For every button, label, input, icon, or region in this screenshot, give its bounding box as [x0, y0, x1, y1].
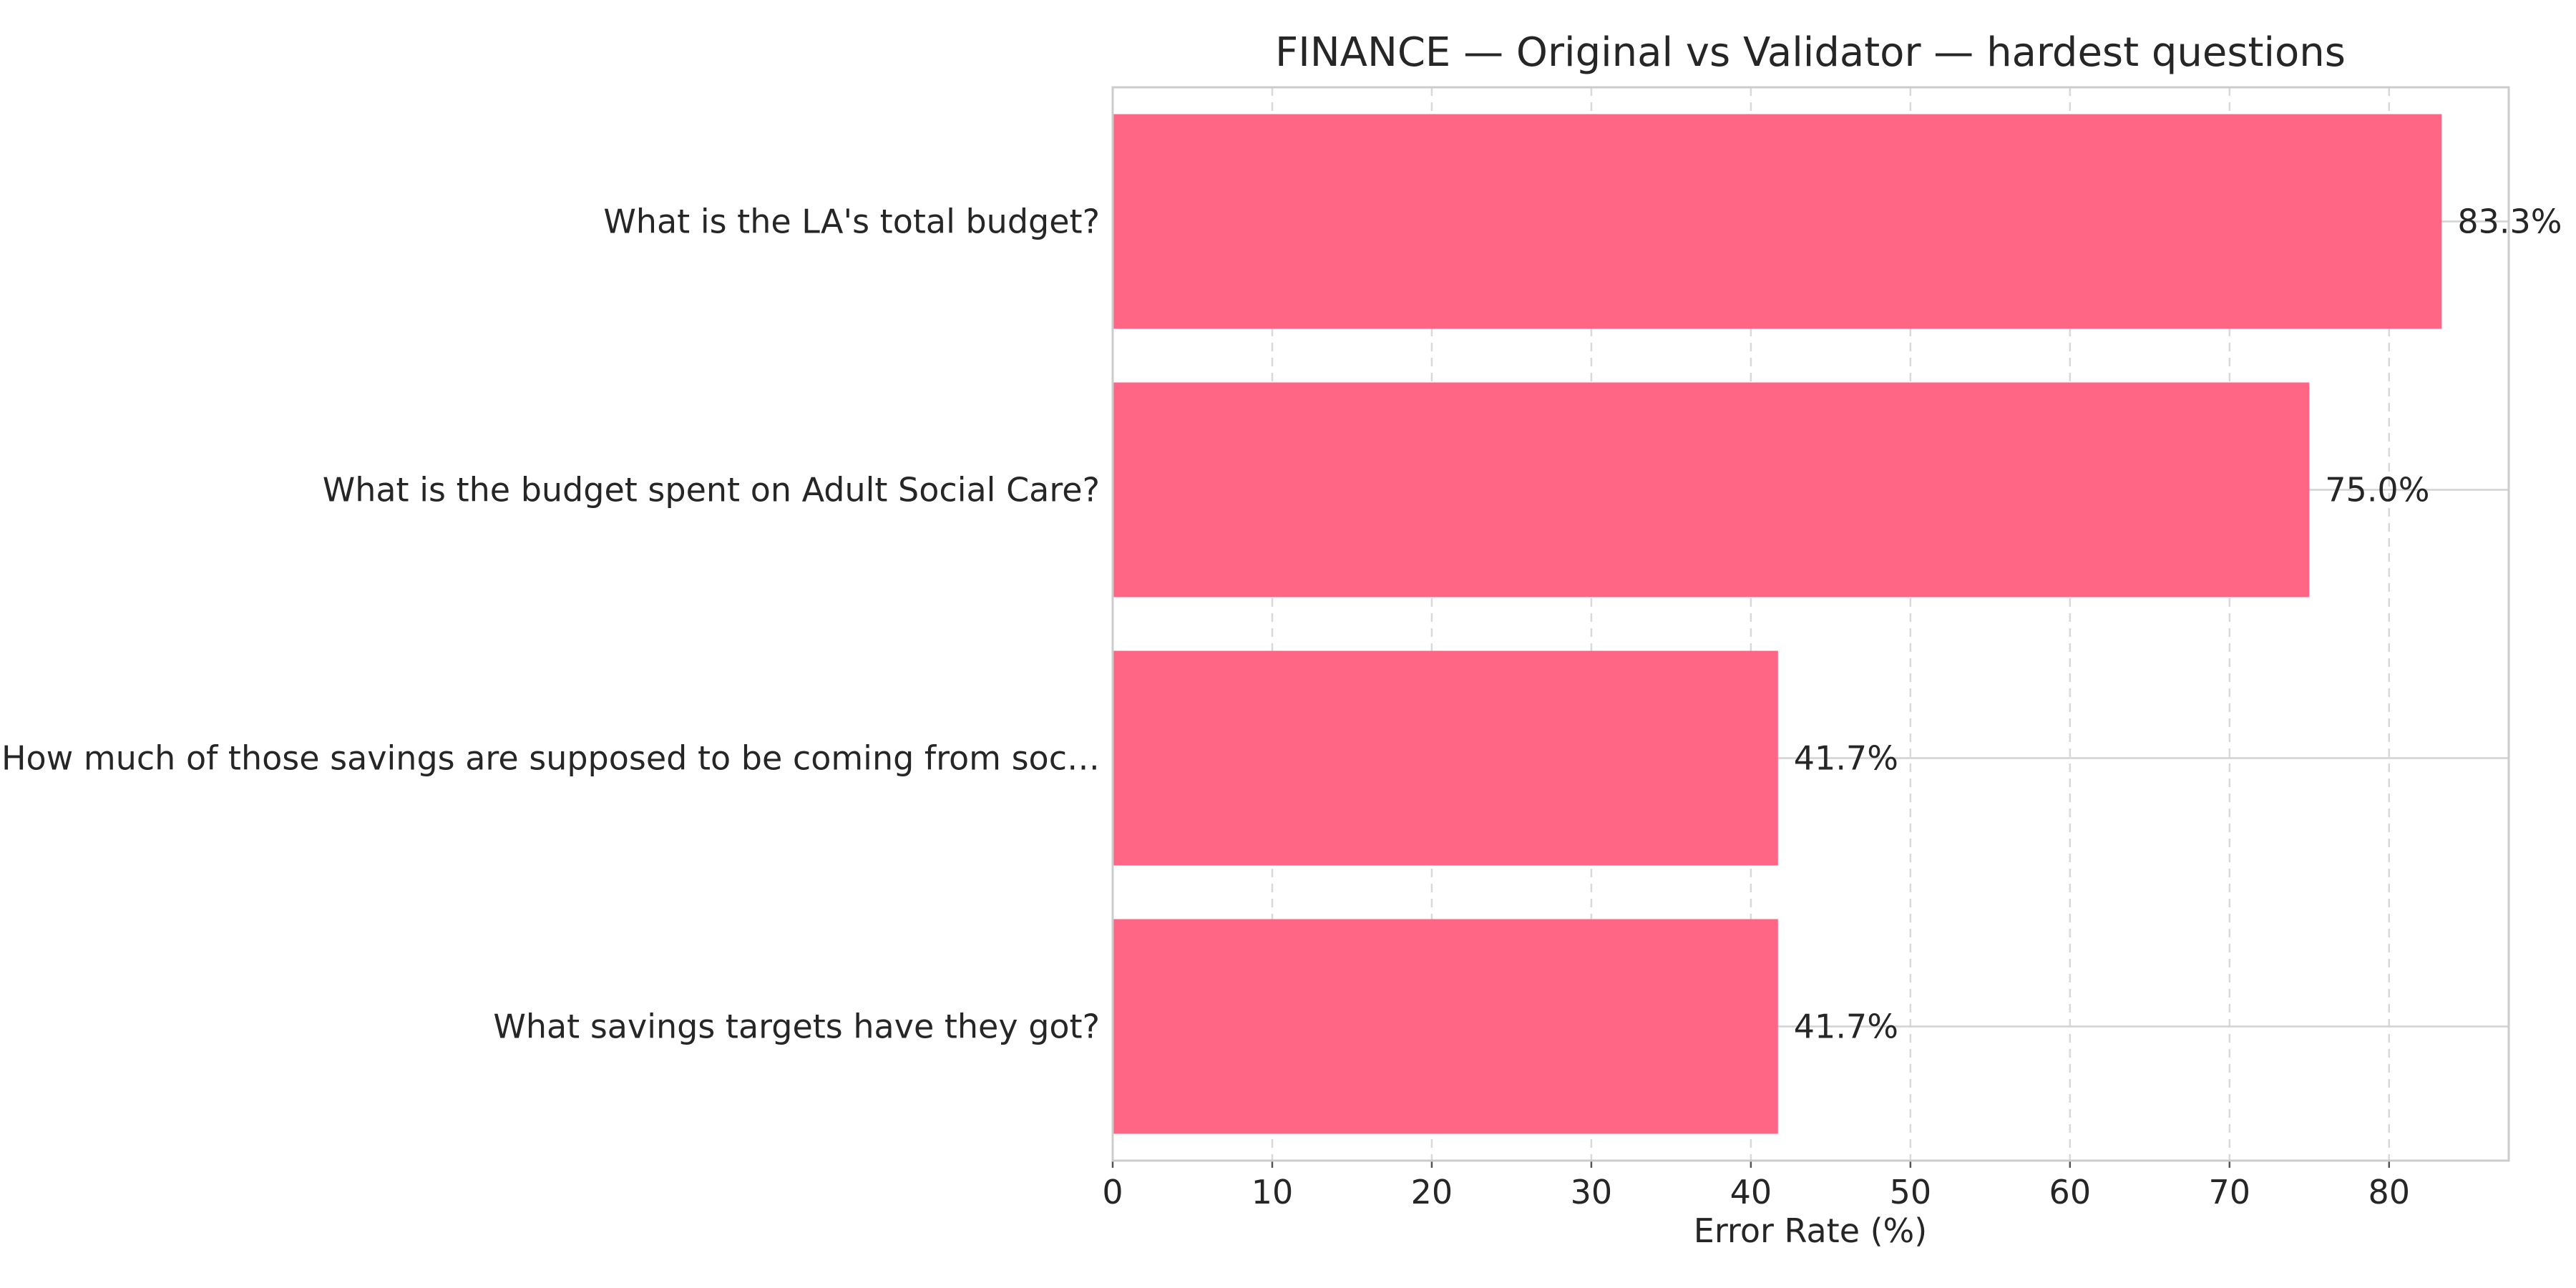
y-tick-label: How much of those savings are supposed t… [1, 739, 1100, 778]
data-label: 41.7% [1794, 1008, 1898, 1046]
y-tick-label: What is the budget spent on Adult Social… [323, 471, 1100, 509]
bars [1113, 114, 2442, 1134]
x-tick-label: 60 [2049, 1173, 2092, 1211]
x-tick-label: 0 [1102, 1173, 1123, 1211]
data-labels: 83.3%75.0%41.7%41.7% [1794, 203, 2562, 1046]
y-tick-label: What savings targets have they got? [493, 1008, 1100, 1046]
bar [1113, 650, 1778, 866]
x-tick-label: 20 [1411, 1173, 1453, 1211]
chart-title: FINANCE — Original vs Validator — hardes… [1275, 29, 2346, 76]
x-tick-label: 80 [2368, 1173, 2410, 1211]
data-label: 75.0% [2325, 471, 2429, 509]
plot-frame [1111, 86, 2510, 1162]
y-tick-labels: What is the LA's total budget? What is th… [1, 203, 1100, 1046]
x-tick-label: 30 [1571, 1173, 1613, 1211]
x-tick-label: 50 [1890, 1173, 1932, 1211]
bar [1113, 382, 2310, 597]
x-tick-label: 40 [1730, 1173, 1772, 1211]
y-tick-label: What is the LA's total budget? [603, 203, 1100, 241]
x-axis-label: Error Rate (%) [1694, 1211, 1927, 1250]
bar [1113, 919, 1778, 1134]
x-tick-label: 10 [1252, 1173, 1294, 1211]
x-tick-label: 70 [2209, 1173, 2251, 1211]
data-label: 41.7% [1794, 739, 1898, 778]
x-tick-labels: 0 10 20 30 40 50 60 70 80 [1102, 1161, 2410, 1211]
bar [1113, 114, 2442, 329]
